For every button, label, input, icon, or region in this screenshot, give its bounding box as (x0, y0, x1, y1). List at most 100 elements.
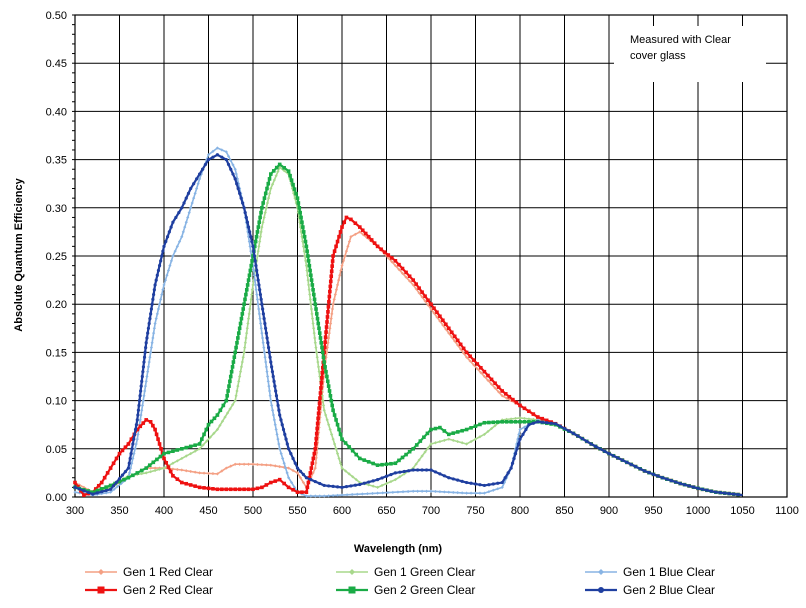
data-point (252, 268, 256, 273)
data-point (184, 454, 188, 458)
data-point (126, 466, 130, 470)
data-point (160, 254, 164, 258)
data-point (165, 273, 169, 277)
data-point (282, 169, 286, 173)
data-point (237, 326, 242, 331)
data-point (142, 355, 147, 359)
data-point (123, 445, 128, 449)
data-point (451, 438, 455, 442)
data-point (314, 350, 319, 354)
data-point (260, 331, 264, 335)
data-point (473, 437, 478, 441)
data-point (245, 283, 250, 287)
y-tick-label: 0.05 (46, 444, 67, 456)
data-point (77, 491, 82, 495)
data-point (269, 186, 273, 191)
data-point (119, 481, 123, 486)
data-point (260, 225, 264, 229)
data-point (109, 487, 113, 491)
data-point (460, 479, 464, 483)
data-point (112, 487, 116, 491)
data-point (386, 256, 390, 260)
data-point (309, 302, 313, 306)
data-point (278, 447, 282, 451)
data-point (500, 389, 504, 393)
data-point (303, 254, 307, 258)
data-point (473, 482, 478, 486)
data-point (389, 472, 393, 477)
data-point (444, 322, 448, 327)
data-point (252, 254, 257, 258)
data-point (411, 466, 415, 470)
data-point (340, 225, 344, 229)
data-point (249, 297, 253, 301)
data-point (301, 244, 306, 248)
data-point (305, 249, 309, 253)
data-point (234, 345, 238, 350)
data-point (296, 211, 300, 215)
data-point (459, 347, 463, 351)
data-point (404, 275, 408, 279)
data-point (516, 442, 521, 446)
data-point (263, 211, 267, 215)
data-point (393, 264, 397, 268)
data-point (383, 252, 387, 256)
data-point (317, 406, 321, 411)
data-point (234, 172, 238, 176)
data-point (348, 586, 356, 594)
data-point (522, 416, 527, 421)
annotation-box: Measured with Clear cover glass (614, 26, 766, 82)
data-point (250, 288, 254, 292)
data-point (302, 234, 307, 239)
data-point (236, 384, 240, 388)
data-point (116, 484, 120, 488)
data-point (362, 458, 367, 462)
legend-label: Gen 1 Green Clear (374, 565, 475, 579)
data-point (313, 336, 317, 340)
data-point (478, 491, 482, 495)
data-point (261, 307, 265, 311)
data-point (148, 317, 152, 321)
data-point (319, 340, 324, 345)
data-point (656, 474, 660, 478)
data-point (136, 413, 140, 417)
data-point (487, 420, 491, 425)
data-point (416, 468, 420, 472)
data-point (233, 167, 237, 171)
data-point (527, 417, 531, 421)
data-point (316, 416, 320, 421)
data-point (665, 477, 669, 481)
data-point (370, 491, 375, 496)
data-point (164, 460, 169, 465)
data-point (358, 482, 362, 487)
data-point (166, 268, 171, 273)
data-point (340, 437, 344, 441)
data-point (282, 165, 286, 170)
data-point (325, 320, 329, 324)
data-point (304, 264, 308, 268)
data-point (162, 283, 166, 287)
data-point (411, 489, 415, 493)
data-point (151, 460, 156, 465)
data-point (332, 413, 337, 417)
data-point (97, 586, 105, 594)
data-point (190, 201, 194, 205)
data-point (718, 491, 722, 495)
data-point (171, 254, 175, 258)
data-point (270, 365, 274, 369)
data-point (469, 426, 473, 430)
data-point (82, 489, 86, 493)
data-point (330, 312, 334, 316)
data-point (353, 483, 357, 487)
data-point (228, 487, 233, 492)
data-point (304, 476, 308, 480)
data-point (272, 418, 276, 422)
data-point (322, 494, 326, 498)
legend-item: Gen 2 Red Clear (85, 583, 213, 597)
data-point (522, 425, 527, 429)
data-point (144, 345, 148, 350)
data-point (162, 244, 166, 248)
data-point (337, 456, 341, 461)
data-point (299, 215, 303, 220)
data-point (139, 389, 143, 393)
